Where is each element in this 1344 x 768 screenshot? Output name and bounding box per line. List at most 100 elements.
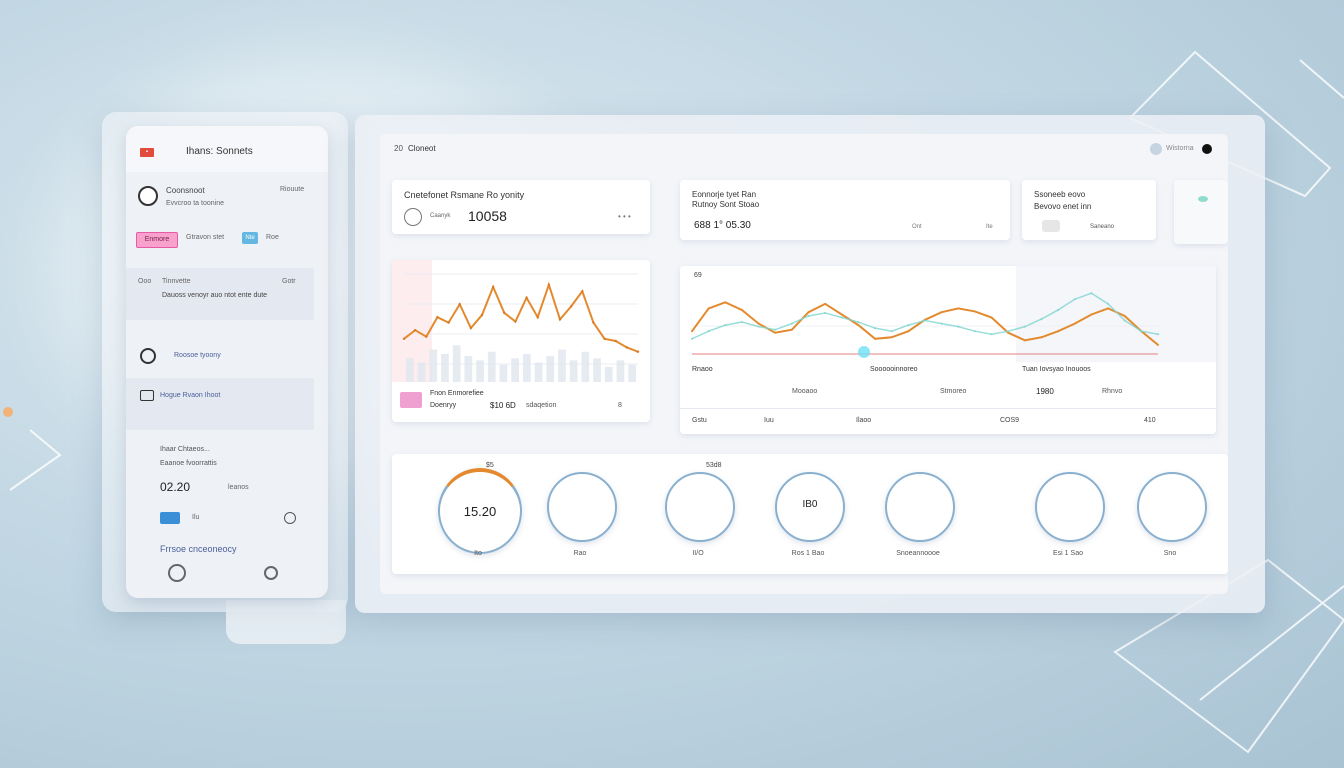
list-item[interactable]: Ihaar Chtaeos... Eaanoe fvoorrattis 02.2… [126,432,314,532]
gauge[interactable] [1137,472,1207,542]
data-point [774,328,777,331]
data-point [990,316,993,319]
data-point [1023,325,1026,328]
blue-toggle[interactable] [160,512,180,524]
data-point [757,322,760,325]
side-card[interactable] [1174,180,1228,244]
list-item-meta: Riouute [280,186,305,193]
list-item-title: Tinnvette [162,278,191,285]
phone-footer-link[interactable]: Frrsoe cnceoneocy [160,544,237,554]
bar [534,362,543,382]
data-point [1090,313,1093,316]
chart-card[interactable]: Fnon Enmorefiee Doenryy $10 6D sdaqetion… [392,260,650,422]
app-logo-icon: ▪ [140,148,154,157]
data-point [413,328,417,332]
stat-title: Ssoneeb eovo [1034,190,1086,199]
profile-icon[interactable] [264,566,278,580]
list-item[interactable]: Hogue Rvaon Ihoot [126,378,314,430]
list-item-subtitle: Eaanoe fvoorrattis [160,460,217,467]
dashboard: 20 Cloneot Wistorna Cnetefonet Rsmane Ro… [380,134,1228,594]
cloud-icon [138,186,158,206]
chart-label: Rnaoo [692,366,713,373]
stat-card[interactable]: Eonnorje tyet Ran Rutnoy Sont Stoao 688 … [680,180,1010,240]
stat-value: 10058 [468,208,507,224]
bar [558,349,566,382]
data-point [890,336,893,339]
gauge-label: Rao [573,550,587,557]
data-point [503,311,506,315]
bar [593,358,601,382]
data-point [592,321,595,324]
chart-label: Mooaoo [792,388,818,395]
data-row[interactable]: Gstu Iuu Ilaoo COS9 410 [680,408,1216,435]
gauge[interactable] [665,472,735,542]
header-user-label: Wistorna [1166,145,1194,152]
list-item[interactable]: Roosoe tyoony [126,334,314,378]
gauge[interactable]: 15.20 [438,468,522,554]
bar [499,364,508,382]
data-point [536,316,539,319]
gauge-row: 15.20 $5 Ito Rao 53d8 II/O IB0 Ros 1 Bao Snoeann… [380,454,1228,574]
user-avatar[interactable] [1150,143,1162,155]
data-point [740,321,743,324]
folder-icon [140,390,154,401]
data-point [973,310,976,313]
tag-right-label: Roe [266,234,279,241]
chart-label: Tuan Iovsyao Inouoos [1022,366,1091,373]
data-point [402,337,406,340]
data-point [447,321,450,324]
gauge[interactable] [1035,472,1105,542]
bar [452,345,461,382]
data-point [940,322,943,325]
gauge[interactable] [547,472,617,542]
data-point [458,303,461,306]
more-icon[interactable]: • • • [618,212,631,221]
row-cell: Iuu [764,417,774,424]
data-point [547,283,551,286]
data-point [957,325,960,328]
data-point [1073,322,1076,325]
data-point [1073,298,1076,301]
data-point [857,321,860,324]
legend-label: Doenryy [430,402,457,409]
data-point [1123,315,1126,317]
data-point [774,331,777,334]
data-point [840,316,843,319]
stat-card[interactable]: Cnetefonet Rsmane Ro yonity Caanyk 10058… [392,180,650,234]
phone-header: ▪ Ihans: Sonnets [126,126,328,172]
highlight-marker [858,346,870,358]
gauge[interactable]: IB0 [775,472,845,542]
data-point [1140,330,1143,333]
data-point [807,315,810,317]
stat-card[interactable]: Ssoneeb eovo Bevovo enet inn Saneano [1022,180,1156,240]
gauge-top-label: 53d8 [706,462,722,469]
tag-pink[interactable]: Enmore [136,232,178,248]
tag-row: Enmore Gtravon stet Nte Roe [126,224,328,252]
data-point [1157,333,1159,336]
data-point [1057,330,1060,333]
data-point [957,307,960,310]
data-point [940,311,943,314]
data-point [907,324,910,327]
data-point [603,337,606,340]
data-point [558,318,562,321]
data-point [425,335,428,338]
data-point [707,307,710,310]
chart-legend: Fnon Enmorefiee Doenryy $10 6D sdaqetion… [396,384,634,418]
legend-note: sdaqetion [526,402,557,409]
chart-card[interactable]: 69 Rnaoo Soooooinnoreo Tuan Iovsyao Inou… [680,266,1216,434]
home-icon[interactable] [168,564,186,582]
data-point [514,320,517,323]
list-item[interactable]: Coonsnoot Evvcroo ta toonine Riouute [128,178,316,214]
tag-blue[interactable]: Nte [242,232,258,244]
settings-icon[interactable] [284,512,296,524]
data-point [1040,318,1043,321]
stat-note: Ite [986,224,993,230]
bar [417,362,426,382]
data-point [740,308,743,311]
status-dot-icon [1202,144,1212,154]
list-item-subtitle: Evvcroo ta toonine [166,200,224,207]
list-item-title: Roosoe tyoony [174,352,221,359]
list-item[interactable]: Ooo Tinnvette Gotr Dauoss venoyr auo nto… [126,268,314,320]
gauge[interactable] [885,472,955,542]
